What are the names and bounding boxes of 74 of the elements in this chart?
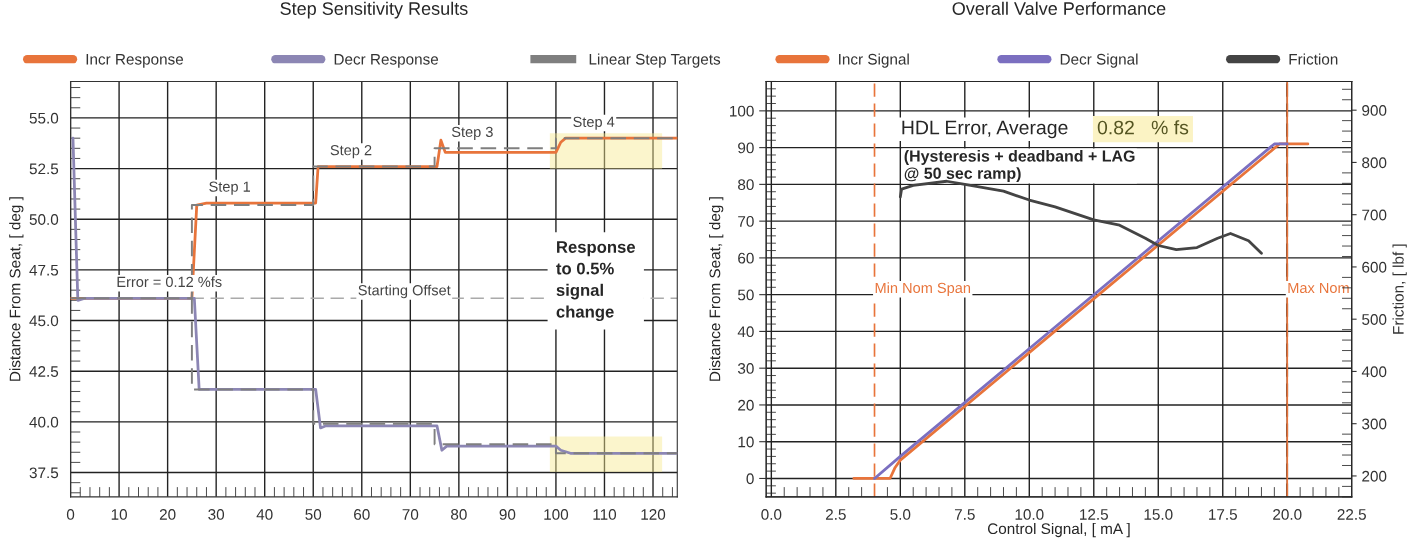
y-tick-label: 50.0 xyxy=(29,214,59,225)
y2-tick-label: 300 xyxy=(1362,418,1387,430)
x-tick-label: 12.5 xyxy=(1080,509,1109,520)
y-tick-label: 60 xyxy=(738,252,754,264)
y-tick-label: 52.5 xyxy=(29,163,59,175)
x-tick-label: 7.5 xyxy=(954,509,975,520)
chart-title: Step Sensitivity Results xyxy=(280,1,468,19)
annotation: Step 2 xyxy=(330,145,372,159)
y-tick-label: 47.5 xyxy=(29,264,59,276)
y-tick-label: 30 xyxy=(737,363,754,374)
ref-line-label: Max Nom xyxy=(1288,282,1349,294)
annotation: Step 3 xyxy=(451,126,493,140)
y2-tick-label: 500 xyxy=(1362,314,1387,325)
ref-line-label: Min Nom Span xyxy=(875,282,971,296)
y-tick-label: 100 xyxy=(730,105,754,117)
y2-tick-label: 700 xyxy=(1362,209,1387,221)
y-tick-label: 42.5 xyxy=(29,366,59,377)
x-tick-label: 0.0 xyxy=(761,509,782,520)
y-tick-label: 80 xyxy=(738,179,754,191)
annotation: 0.82 % fs xyxy=(1097,120,1189,135)
x-tick-label: 40 xyxy=(256,509,273,520)
annotation: (Hysteresis + deadband + LAG @ 50 sec ramp) xyxy=(904,149,1135,183)
x-tick-label: 60 xyxy=(354,509,370,520)
x-axis-title: Control Signal, [ mA ] xyxy=(987,522,1130,538)
y2-axis-title: Friction, [ lbf ] xyxy=(1392,244,1407,334)
y2-tick-label: 800 xyxy=(1362,157,1387,169)
y-axis-title: Distance From Seat, [ deg ] xyxy=(709,197,724,381)
legend-label: Linear Step Targets xyxy=(589,53,721,68)
y-tick-label: 50 xyxy=(737,289,754,301)
y2-tick-label: 200 xyxy=(1362,470,1387,482)
x-tick-label: 10 xyxy=(111,509,127,520)
x-tick-label: 15.0 xyxy=(1144,509,1173,520)
annotation: Response to 0.5% signal change xyxy=(556,241,636,322)
x-tick-label: 120 xyxy=(641,509,666,520)
x-tick-label: 110 xyxy=(593,509,617,520)
ref-line-label: Starting Offset xyxy=(358,284,451,299)
legend-label: Decr Response xyxy=(334,54,439,68)
x-tick-label: 80 xyxy=(451,509,467,520)
y-tick-label: 70 xyxy=(738,216,754,227)
x-tick-label: 50 xyxy=(305,509,322,520)
y-tick-label: 10 xyxy=(738,436,754,448)
y2-tick-label: 900 xyxy=(1362,105,1387,116)
x-tick-label: 70 xyxy=(402,509,419,520)
y2-tick-label: 600 xyxy=(1362,261,1387,273)
annotation: Error = 0.12 %fs xyxy=(117,276,222,288)
y-tick-label: 0 xyxy=(746,473,754,485)
x-tick-label: 22.5 xyxy=(1337,509,1366,520)
x-tick-label: 20.0 xyxy=(1273,509,1302,520)
y-tick-label: 37.5 xyxy=(29,467,59,479)
x-tick-label: 30 xyxy=(208,509,225,520)
annotation: Step 1 xyxy=(209,181,251,195)
x-tick-label: 5.0 xyxy=(890,509,911,520)
annotation: Step 4 xyxy=(573,116,615,130)
x-tick-label: 17.5 xyxy=(1209,509,1237,520)
x-tick-label: 10.0 xyxy=(1015,509,1044,520)
y-tick-label: 55.0 xyxy=(29,112,59,124)
y-tick-label: 90 xyxy=(738,142,754,154)
legend-label: Incr Signal xyxy=(839,53,909,68)
chart-title: Overall Valve Performance xyxy=(952,1,1166,15)
x-tick-label: 0 xyxy=(66,509,75,520)
y2-tick-label: 400 xyxy=(1361,366,1387,378)
y-axis-title: Distance From Seat, [ deg ] xyxy=(9,197,24,381)
y-tick-label: 20 xyxy=(738,399,754,411)
x-tick-label: 100 xyxy=(544,509,569,520)
legend-label: Incr Response xyxy=(86,54,184,68)
legend-label: Decr Signal xyxy=(1060,53,1138,68)
legend-label: Friction xyxy=(1289,53,1338,65)
x-tick-label: 2.5 xyxy=(825,509,846,520)
x-tick-label: 20 xyxy=(159,509,176,520)
x-tick-label: 90 xyxy=(499,509,516,520)
annotation: HDL Error, Average xyxy=(902,120,1068,139)
y-tick-label: 40.0 xyxy=(29,416,59,428)
y-tick-label: 40 xyxy=(737,326,754,338)
y-tick-label: 45.0 xyxy=(29,315,59,327)
